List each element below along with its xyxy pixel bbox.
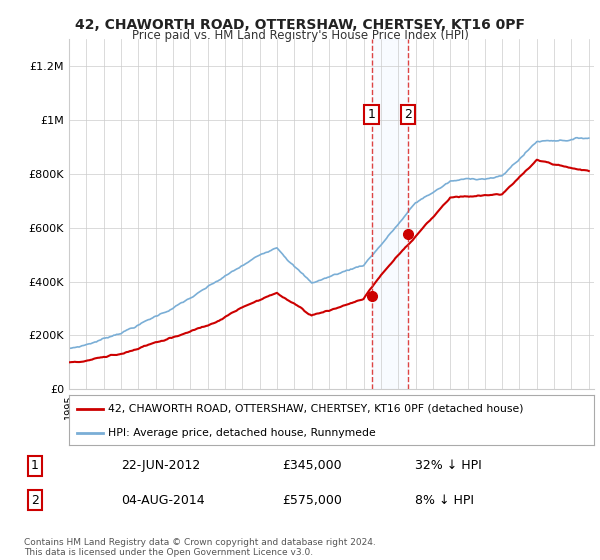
Text: 1: 1 — [31, 459, 39, 472]
Text: 22-JUN-2012: 22-JUN-2012 — [121, 459, 200, 472]
Text: 1: 1 — [368, 108, 376, 121]
Text: 42, CHAWORTH ROAD, OTTERSHAW, CHERTSEY, KT16 0PF: 42, CHAWORTH ROAD, OTTERSHAW, CHERTSEY, … — [75, 18, 525, 32]
Text: 2: 2 — [404, 108, 412, 121]
Text: 32% ↓ HPI: 32% ↓ HPI — [415, 459, 482, 472]
Text: 2: 2 — [31, 494, 39, 507]
Text: 8% ↓ HPI: 8% ↓ HPI — [415, 494, 474, 507]
Text: 42, CHAWORTH ROAD, OTTERSHAW, CHERTSEY, KT16 0PF (detached house): 42, CHAWORTH ROAD, OTTERSHAW, CHERTSEY, … — [109, 404, 524, 414]
Text: Contains HM Land Registry data © Crown copyright and database right 2024.
This d: Contains HM Land Registry data © Crown c… — [24, 538, 376, 557]
Text: Price paid vs. HM Land Registry's House Price Index (HPI): Price paid vs. HM Land Registry's House … — [131, 29, 469, 42]
Text: HPI: Average price, detached house, Runnymede: HPI: Average price, detached house, Runn… — [109, 428, 376, 437]
Text: 04-AUG-2014: 04-AUG-2014 — [121, 494, 205, 507]
Text: £345,000: £345,000 — [283, 459, 343, 472]
Bar — [371, 39, 408, 389]
Text: £575,000: £575,000 — [283, 494, 343, 507]
